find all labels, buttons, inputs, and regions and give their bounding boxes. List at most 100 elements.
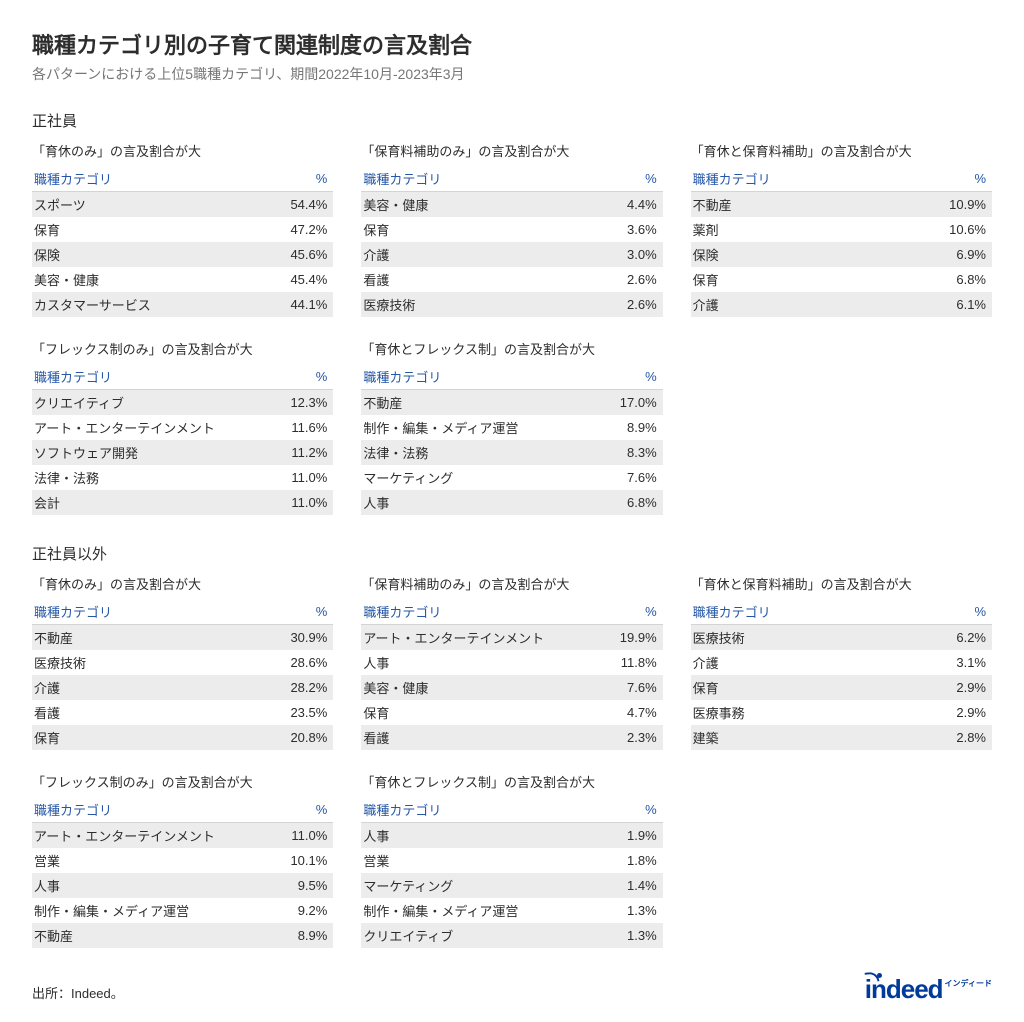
data-table: 職種カテゴリ%医療技術6.2%介護3.1%保育2.9%医療事務2.9%建築2.8… <box>691 599 992 750</box>
table-row: 建築2.8% <box>691 725 992 750</box>
cell-category: 人事 <box>361 823 605 849</box>
table-row: 制作・編集・メディア運営8.9% <box>361 415 662 440</box>
table-panel: 「フレックス制のみ」の言及割合が大職種カテゴリ%クリエイティブ12.3%アート・… <box>32 339 333 515</box>
cell-percent: 3.0% <box>569 242 662 267</box>
footer: 出所：Indeed。 indeed インディード <box>32 976 992 1002</box>
cell-category: 制作・編集・メディア運営 <box>361 898 605 923</box>
cell-category: 医療技術 <box>691 625 899 651</box>
cell-category: 人事 <box>32 873 275 898</box>
cell-category: アート・エンターテインメント <box>32 823 275 849</box>
table-row: 保育2.9% <box>691 675 992 700</box>
cell-category: 医療技術 <box>361 292 569 317</box>
cell-percent: 4.7% <box>604 700 662 725</box>
cell-percent: 3.1% <box>899 650 992 675</box>
cell-percent: 2.6% <box>569 292 662 317</box>
cell-category: 医療技術 <box>32 650 228 675</box>
table-row: アート・エンターテインメント11.0% <box>32 823 333 849</box>
table-row: 介護3.0% <box>361 242 662 267</box>
table-row: 法律・法務8.3% <box>361 440 662 465</box>
cell-category: 建築 <box>691 725 899 750</box>
table-panel: 「育休のみ」の言及割合が大職種カテゴリ%スポーツ54.4%保育47.2%保険45… <box>32 141 333 317</box>
cell-percent: 6.2% <box>899 625 992 651</box>
table-row: 人事11.8% <box>361 650 662 675</box>
sections-container: 正社員「育休のみ」の言及割合が大職種カテゴリ%スポーツ54.4%保育47.2%保… <box>32 110 992 948</box>
column-header-category: 職種カテゴリ <box>32 599 228 625</box>
panel-title: 「フレックス制のみ」の言及割合が大 <box>32 772 333 791</box>
panel-title: 「育休とフレックス制」の言及割合が大 <box>361 339 662 358</box>
data-table: 職種カテゴリ%不動産17.0%制作・編集・メディア運営8.9%法律・法務8.3%… <box>361 364 662 515</box>
table-row: 医療事務2.9% <box>691 700 992 725</box>
cell-percent: 10.6% <box>887 217 992 242</box>
cell-category: 介護 <box>691 292 887 317</box>
table-panel: 「保育料補助のみ」の言及割合が大職種カテゴリ%美容・健康4.4%保育3.6%介護… <box>361 141 662 317</box>
cell-category: 保育 <box>32 217 253 242</box>
cell-category: 制作・編集・メディア運営 <box>32 898 275 923</box>
logo-kana: インディード <box>945 978 992 989</box>
table-row: 美容・健康45.4% <box>32 267 333 292</box>
panels-grid: 「育休のみ」の言及割合が大職種カテゴリ%不動産30.9%医療技術28.6%介護2… <box>32 574 992 948</box>
table-panel: 「育休とフレックス制」の言及割合が大職種カテゴリ%人事1.9%営業1.8%マーケ… <box>361 772 662 948</box>
source-text: 出所：Indeed。 <box>32 983 124 1002</box>
cell-category: ソフトウェア開発 <box>32 440 275 465</box>
table-panel: 「育休と保育料補助」の言及割合が大職種カテゴリ%医療技術6.2%介護3.1%保育… <box>691 574 992 750</box>
column-header-percent: % <box>569 166 662 192</box>
cell-category: 保険 <box>32 242 253 267</box>
column-header-category: 職種カテゴリ <box>32 364 275 390</box>
cell-category: 法律・法務 <box>32 465 275 490</box>
table-row: 保険6.9% <box>691 242 992 267</box>
column-header-percent: % <box>606 797 663 823</box>
table-row: 介護3.1% <box>691 650 992 675</box>
cell-category: 保育 <box>361 217 569 242</box>
table-row: 保険45.6% <box>32 242 333 267</box>
cell-percent: 6.9% <box>887 242 992 267</box>
cell-percent: 28.2% <box>228 675 333 700</box>
table-row: 保育6.8% <box>691 267 992 292</box>
cell-percent: 28.6% <box>228 650 333 675</box>
cell-category: 介護 <box>361 242 569 267</box>
cell-percent: 7.6% <box>604 675 662 700</box>
cell-percent: 8.3% <box>597 440 663 465</box>
cell-percent: 23.5% <box>228 700 333 725</box>
cell-category: マーケティング <box>361 465 597 490</box>
panel-title: 「保育料補助のみ」の言及割合が大 <box>361 574 662 593</box>
data-table: 職種カテゴリ%美容・健康4.4%保育3.6%介護3.0%看護2.6%医療技術2.… <box>361 166 662 317</box>
cell-category: 薬剤 <box>691 217 887 242</box>
cell-percent: 1.9% <box>606 823 663 849</box>
cell-percent: 2.6% <box>569 267 662 292</box>
column-header-percent: % <box>253 166 334 192</box>
cell-percent: 7.6% <box>597 465 663 490</box>
table-row: 法律・法務11.0% <box>32 465 333 490</box>
cell-percent: 1.8% <box>606 848 663 873</box>
cell-category: 美容・健康 <box>32 267 253 292</box>
cell-percent: 54.4% <box>253 192 334 218</box>
cell-category: マーケティング <box>361 873 605 898</box>
cell-category: 制作・編集・メディア運営 <box>361 415 597 440</box>
cell-category: 保育 <box>691 267 887 292</box>
cell-percent: 45.6% <box>253 242 334 267</box>
table-row: アート・エンターテインメント11.6% <box>32 415 333 440</box>
cell-category: 不動産 <box>32 625 228 651</box>
panel-title: 「フレックス制のみ」の言及割合が大 <box>32 339 333 358</box>
table-row: 制作・編集・メディア運営1.3% <box>361 898 662 923</box>
cell-category: 保育 <box>691 675 899 700</box>
cell-category: 美容・健康 <box>361 192 569 218</box>
indeed-logo: indeed インディード <box>865 976 992 1002</box>
table-row: 医療技術28.6% <box>32 650 333 675</box>
cell-category: アート・エンターテインメント <box>32 415 275 440</box>
column-header-category: 職種カテゴリ <box>361 364 597 390</box>
table-row: 医療技術6.2% <box>691 625 992 651</box>
cell-percent: 10.9% <box>887 192 992 218</box>
data-table: 職種カテゴリ%不動産10.9%薬剤10.6%保険6.9%保育6.8%介護6.1% <box>691 166 992 317</box>
table-row: 保育3.6% <box>361 217 662 242</box>
table-row: 看護2.6% <box>361 267 662 292</box>
table-row: 薬剤10.6% <box>691 217 992 242</box>
table-row: 医療技術2.6% <box>361 292 662 317</box>
table-row: 美容・健康7.6% <box>361 675 662 700</box>
cell-percent: 11.0% <box>275 823 333 849</box>
cell-percent: 44.1% <box>253 292 334 317</box>
panel-title: 「育休と保育料補助」の言及割合が大 <box>691 574 992 593</box>
table-row: アート・エンターテインメント19.9% <box>361 625 662 651</box>
cell-category: 営業 <box>32 848 275 873</box>
data-table: 職種カテゴリ%アート・エンターテインメント19.9%人事11.8%美容・健康7.… <box>361 599 662 750</box>
table-panel: 「育休とフレックス制」の言及割合が大職種カテゴリ%不動産17.0%制作・編集・メ… <box>361 339 662 515</box>
